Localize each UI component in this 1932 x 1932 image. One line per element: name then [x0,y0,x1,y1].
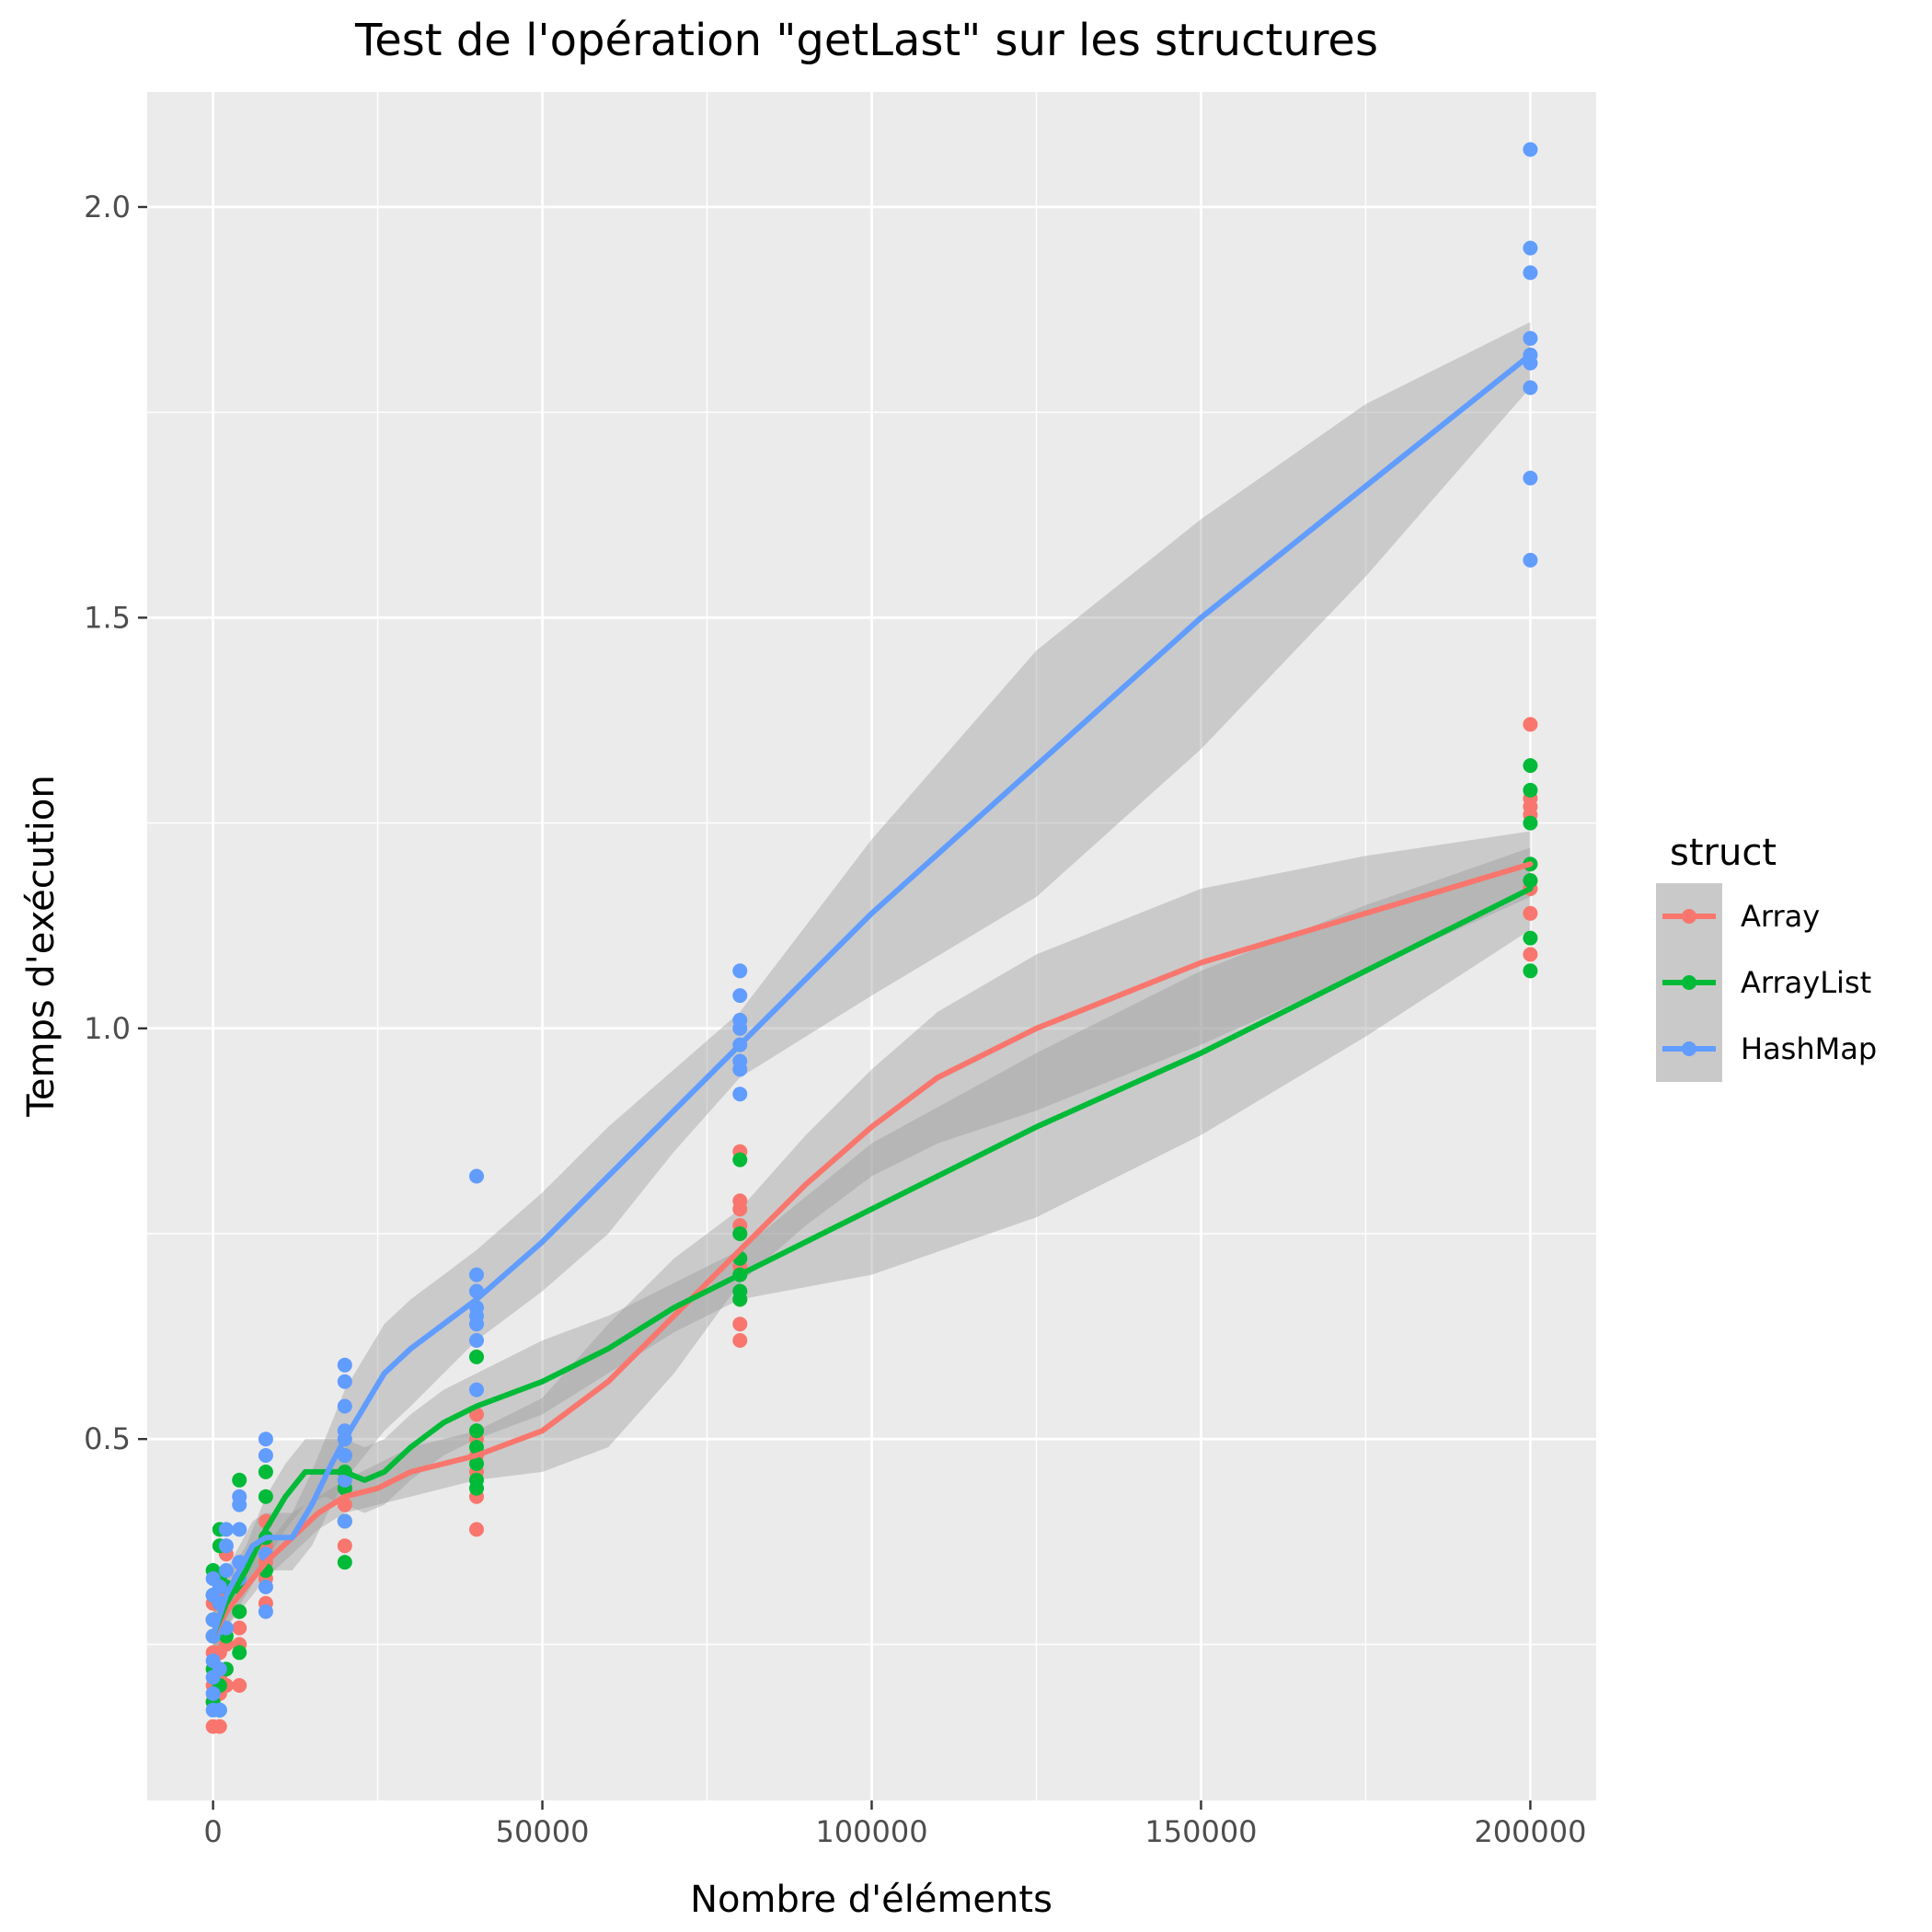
legend-item-hashmap: HashMap [1656,1016,1877,1082]
data-point-hashmap [1523,240,1538,256]
data-point-hashmap [1523,142,1538,157]
data-point-arraylist [232,1604,247,1619]
y-tick-label: 1.0 [84,1011,131,1046]
data-point-arraylist [337,1555,352,1570]
data-point-hashmap [1523,552,1538,568]
chart-title: Test de l'opération "getLast" sur les st… [354,15,1378,66]
legend-items: Array ArrayList HashMap [1656,883,1877,1082]
data-point-hashmap [469,1333,484,1348]
smooth-line-arraylist [210,886,1534,1639]
grid-layer [147,92,1596,1800]
legend-key-point [1682,1041,1696,1056]
data-point-array [1523,905,1538,921]
data-point-hashmap [258,1604,273,1619]
data-point-arraylist [1523,930,1538,946]
data-point-arraylist [1523,815,1538,831]
data-point-hashmap [218,1522,234,1537]
data-point-arraylist [469,1440,484,1455]
confidence-band-array [213,831,1531,1662]
data-point-arraylist [232,1645,247,1661]
data-point-hashmap [469,1267,484,1282]
data-point-hashmap [212,1702,227,1718]
data-point-hashmap [258,1448,273,1463]
data-point-arraylist [1523,963,1538,979]
x-axis-title: Nombre d'éléments [690,1879,1052,1921]
data-point-array [232,1678,247,1693]
y-tick-label: 1.5 [84,600,131,635]
legend-label-array: Array [1741,899,1820,934]
data-point-arraylist [469,1349,484,1364]
data-point-hashmap [1523,265,1538,281]
data-point-hashmap [232,1522,247,1537]
data-point-hashmap [232,1489,247,1504]
y-axis-title: Temps d'exécution [20,775,63,1117]
confidence-band-hashmap [213,322,1531,1662]
data-point-hashmap [732,963,748,979]
x-tick-label: 100000 [815,1814,927,1849]
data-point-arraylist [732,1152,748,1167]
data-point-hashmap [469,1382,484,1397]
data-point-hashmap [469,1168,484,1184]
data-point-hashmap [732,988,748,1004]
y-tick-label: 0.5 [84,1421,131,1456]
data-point-arraylist [1523,873,1538,889]
data-point-hashmap [1523,380,1538,396]
data-point-hashmap [212,1662,227,1677]
legend-label-arraylist: ArrayList [1741,965,1871,1000]
x-tick-label: 150000 [1144,1814,1257,1849]
legend-title: struct [1670,832,1777,874]
data-point-arraylist [732,1226,748,1241]
data-point-arraylist [258,1489,273,1504]
data-point-arraylist [258,1464,273,1479]
data-point-array [1523,717,1538,732]
data-point-array [732,1333,748,1348]
data-point-arraylist [469,1423,484,1439]
data-point-array [212,1719,227,1734]
y-tick-label: 2.0 [84,190,131,224]
legend-key-point [1682,909,1696,924]
data-point-hashmap [205,1685,221,1701]
data-point-hashmap [732,1012,748,1028]
data-point-array [1523,947,1538,962]
data-point-arraylist [1523,758,1538,774]
data-point-array [732,1193,748,1209]
data-point-hashmap [258,1579,273,1594]
data-point-hashmap [732,1053,748,1069]
data-point-hashmap [732,1087,748,1102]
legend-label-hashmap: HashMap [1741,1031,1877,1066]
smooth-line-hashmap [210,351,1534,1639]
legend-item-array: Array [1656,883,1820,949]
data-point-hashmap [212,1579,227,1594]
data-point-hashmap [218,1563,234,1578]
data-point-hashmap [1523,470,1538,486]
data-point-hashmap [337,1398,352,1414]
legend: struct Array ArrayList HashMap [1656,832,1877,1082]
data-point-array [232,1620,247,1636]
data-point-arraylist [469,1472,484,1488]
data-point-array [469,1522,484,1537]
data-point-arraylist [1523,782,1538,798]
smooth-line-layer [210,351,1534,1639]
data-point-hashmap [258,1432,273,1447]
data-point-arraylist [232,1472,247,1488]
x-tick-label: 200000 [1474,1814,1586,1849]
legend-item-arraylist: ArrayList [1656,949,1871,1016]
x-tick-label: 0 [203,1814,222,1849]
legend-key-point [1682,975,1696,990]
data-point-arraylist [732,1283,748,1299]
data-point-array [732,1317,748,1332]
data-point-hashmap [218,1538,234,1554]
data-point-array [337,1538,352,1554]
smooth-line-array [210,861,1534,1639]
data-point-hashmap [1523,330,1538,346]
data-point-hashmap [337,1357,352,1373]
x-tick-label: 50000 [496,1814,590,1849]
axis-layer: 0 50000 100000 150000 200000 0.5 1.0 1.5 2.0 [84,190,1586,1849]
data-point-hashmap [337,1513,352,1529]
data-point-hashmap [337,1374,352,1389]
data-point-arraylist [469,1456,484,1471]
